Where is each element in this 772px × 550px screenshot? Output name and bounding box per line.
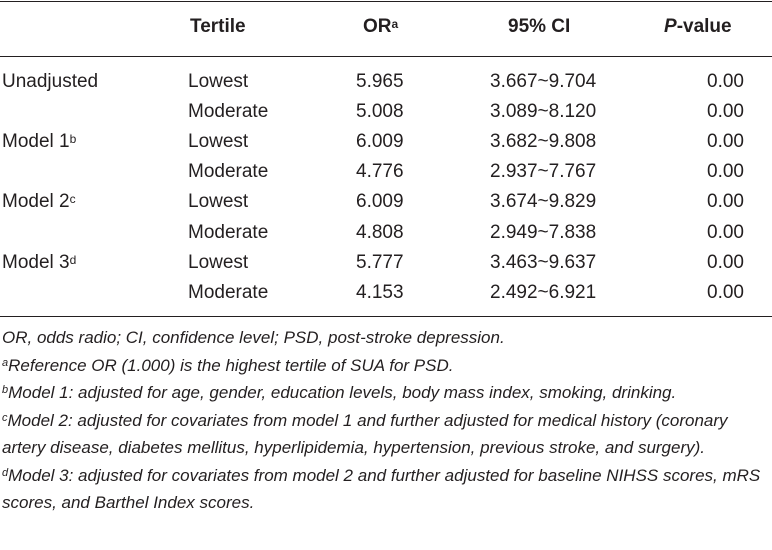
row-model-label: Model 1 xyxy=(2,131,70,153)
row-tertile: Lowest xyxy=(188,131,249,153)
footnote-d-mark: d xyxy=(2,466,9,479)
footnote-a: aReference OR (1.000) is the highest ter… xyxy=(2,352,768,380)
header-or: ORa xyxy=(363,16,398,38)
header-p-rest: -value xyxy=(676,16,732,37)
row-model-label: Unadjusted xyxy=(2,71,99,92)
row-ci: 3.682~9.808 xyxy=(490,131,597,153)
row-or: 5.965 xyxy=(356,71,404,92)
row-model-label: Model 3 xyxy=(2,251,70,273)
table-bottom-rule xyxy=(0,316,772,317)
row-tertile: Moderate xyxy=(188,101,269,123)
table-footnotes: OR, odds radio; CI, confidence level; PS… xyxy=(2,324,768,517)
row-or: 6.009 xyxy=(356,191,404,213)
footnote-c: cModel 2: adjusted for covariates from m… xyxy=(2,407,768,462)
footnote-abbreviations: OR, odds radio; CI, confidence level; PS… xyxy=(2,328,505,347)
table-row: Model 3d Lowest 5.777 3.463~9.637 0.00 xyxy=(0,248,772,278)
header-p-value: P-value xyxy=(664,16,732,38)
row-tertile: Moderate xyxy=(188,221,269,243)
row-p-value: 0.00 xyxy=(707,221,744,243)
row-model-footnote-mark: b xyxy=(69,132,77,147)
row-tertile: Lowest xyxy=(188,191,249,213)
row-p-value: 0.00 xyxy=(707,131,744,153)
footnote-a-mark: a xyxy=(2,356,9,369)
row-or: 4.153 xyxy=(356,281,404,303)
row-ci: 3.463~9.637 xyxy=(490,251,597,273)
row-ci: 3.089~8.120 xyxy=(490,101,597,123)
row-model-label: Model 2 xyxy=(2,191,70,213)
row-p-value: 0.00 xyxy=(707,281,744,303)
table-row: Unadjusted Lowest 5.965 3.667~9.704 0.00 xyxy=(0,67,772,97)
row-or: 4.776 xyxy=(356,161,404,183)
row-p-value: 0.00 xyxy=(707,191,744,213)
row-tertile: Moderate xyxy=(188,281,269,303)
row-ci: 2.949~7.838 xyxy=(490,221,597,243)
footnote-b-text: Model 1: adjusted for age, gender, educa… xyxy=(8,383,677,402)
footnote-b-mark: b xyxy=(2,384,9,396)
header-ci: 95% CI xyxy=(508,16,571,37)
header-or-footnote-mark: a xyxy=(391,17,399,31)
row-model: Unadjusted xyxy=(2,67,98,97)
row-ci: 3.674~9.829 xyxy=(490,191,597,213)
table-row: Model 1b Lowest 6.009 3.682~9.808 0.00 xyxy=(0,127,772,157)
table-row: Model 2c Lowest 6.009 3.674~9.829 0.00 xyxy=(0,187,772,217)
footnote-a-text: Reference OR (1.000) is the highest tert… xyxy=(8,355,454,375)
row-tertile: Moderate xyxy=(188,161,269,183)
footnote-b: bModel 1: adjusted for age, gender, educ… xyxy=(2,379,768,407)
row-model-footnote-mark: c xyxy=(69,192,76,207)
header-tertile: Tertile xyxy=(190,16,246,37)
table-row: Moderate 5.008 3.089~8.120 0.00 xyxy=(0,97,772,127)
table-row: Moderate 4.808 2.949~7.838 0.00 xyxy=(0,218,772,248)
row-tertile: Lowest xyxy=(188,71,249,92)
row-or: 4.808 xyxy=(356,221,404,243)
table-row: Moderate 4.153 2.492~6.921 0.00 xyxy=(0,278,772,308)
row-ci: 3.667~9.704 xyxy=(490,71,597,92)
row-model: Model 1b xyxy=(2,127,76,157)
row-p-value: 0.00 xyxy=(707,71,744,92)
row-ci: 2.492~6.921 xyxy=(490,281,597,303)
table-top-rule xyxy=(0,1,772,2)
footnote-d: dModel 3: adjusted for covariates from m… xyxy=(2,462,768,517)
row-p-value: 0.00 xyxy=(707,101,744,123)
row-model: Model 2c xyxy=(2,187,76,217)
row-or: 6.009 xyxy=(356,131,404,153)
header-or-label: OR xyxy=(363,16,392,37)
row-model-footnote-mark: d xyxy=(69,252,77,267)
row-model: Model 3d xyxy=(2,248,76,278)
row-or: 5.777 xyxy=(356,251,404,273)
table-row: Moderate 4.776 2.937~7.767 0.00 xyxy=(0,157,772,187)
row-or: 5.008 xyxy=(356,101,404,123)
row-p-value: 0.00 xyxy=(707,161,744,183)
row-tertile: Lowest xyxy=(188,251,249,273)
row-ci: 2.937~7.767 xyxy=(490,161,597,183)
footnote-c-mark: c xyxy=(2,411,8,424)
row-p-value: 0.00 xyxy=(707,251,744,273)
table-header-rule xyxy=(0,56,772,57)
footnote-c-text: Model 2: adjusted for covariates from mo… xyxy=(2,410,728,458)
header-p-italic: P xyxy=(664,16,677,37)
footnote-d-text: Model 3: adjusted for covariates from mo… xyxy=(2,465,761,513)
